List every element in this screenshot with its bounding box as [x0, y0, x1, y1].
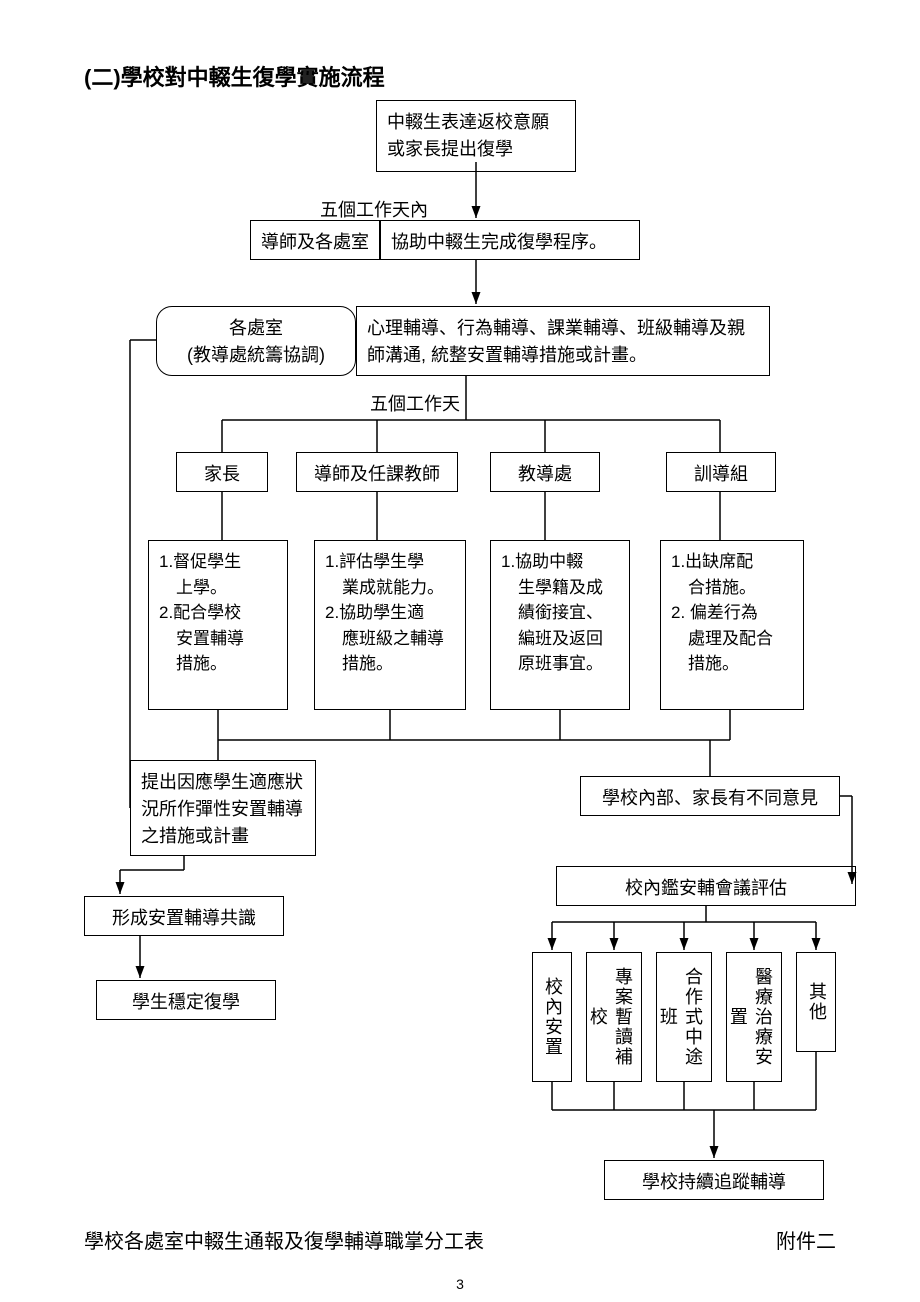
- col-parent: 1.督促學生 上學。 2.配合學校 安置輔導 措施。: [148, 540, 288, 710]
- box-consensus: 形成安置輔導共識: [84, 896, 284, 936]
- label-5days-2: 五個工作天: [370, 390, 460, 416]
- box-assist-reenroll: 協助中輟生完成復學程序。: [380, 220, 640, 260]
- opt-coop: 合作式中途班: [656, 952, 712, 1082]
- footer-left: 學校各處室中輟生通報及復學輔導職掌分工表: [84, 1225, 484, 1254]
- label-5days-1: 五個工作天內: [320, 196, 428, 222]
- col-teacher: 1.評估學生學 業成就能力。 2.協助學生適 應班級之輔導 措施。: [314, 540, 466, 710]
- opt-temp: 專案暫讀補校: [586, 952, 642, 1082]
- opt-other: 其他: [796, 952, 836, 1052]
- colhead-office: 教導處: [490, 452, 600, 492]
- colhead-parent: 家長: [176, 452, 268, 492]
- col-discipline: 1.出缺席配 合措施。 2. 偏差行為 處理及配合 措施。: [660, 540, 804, 710]
- box-review: 校內鑑安輔會議評估: [556, 866, 856, 906]
- page-number: 3: [456, 1276, 464, 1292]
- box-disagree: 學校內部、家長有不同意見: [580, 776, 840, 816]
- box-intention: 中輟生表達返校意願 或家長提出復學: [376, 100, 576, 172]
- colhead-teacher: 導師及任課教師: [296, 452, 458, 492]
- opt-inschool: 校內安置: [532, 952, 572, 1082]
- box-counseling-plan: 心理輔導、行為輔導、課業輔導、班級輔導及親師溝通, 統整安置輔導措施或計畫。: [356, 306, 770, 376]
- page-title: (二)學校對中輟生復學實施流程: [84, 60, 385, 92]
- box-offices: 各處室 (教導處統籌協調): [156, 306, 356, 376]
- box-flex-plan: 提出因應學生適應狀況所作彈性安置輔導之措施或計畫: [130, 760, 316, 856]
- opt-medical: 醫療治療安置: [726, 952, 782, 1082]
- footer-right: 附件二: [776, 1225, 836, 1254]
- box-tutors: 導師及各處室: [250, 220, 380, 260]
- box-stable: 學生穩定復學: [96, 980, 276, 1020]
- box-followup: 學校持續追蹤輔導: [604, 1160, 824, 1200]
- col-office: 1.協助中輟 生學籍及成 績銜接宜、 編班及返回 原班事宜。: [490, 540, 630, 710]
- colhead-discipline: 訓導組: [666, 452, 776, 492]
